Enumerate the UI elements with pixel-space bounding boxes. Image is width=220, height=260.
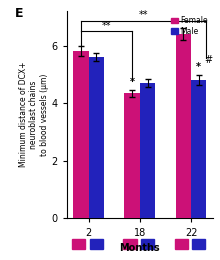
Bar xyxy=(175,239,188,249)
Bar xyxy=(191,80,206,218)
Bar xyxy=(176,34,191,218)
Bar xyxy=(72,239,85,249)
Bar xyxy=(89,57,104,218)
Bar xyxy=(90,239,103,249)
Text: **: ** xyxy=(102,21,111,30)
Text: E: E xyxy=(15,7,24,20)
Bar xyxy=(192,239,205,249)
Text: **: ** xyxy=(139,10,148,21)
Text: *: * xyxy=(130,77,135,87)
Bar xyxy=(123,239,136,249)
Y-axis label: Minimum distance of DCX+
neuroblast chains
to blood vessels (μm): Minimum distance of DCX+ neuroblast chai… xyxy=(19,62,49,167)
X-axis label: Months: Months xyxy=(119,243,160,253)
Bar xyxy=(140,83,155,218)
Bar xyxy=(141,239,154,249)
Text: *: * xyxy=(196,62,201,72)
Legend: Female, Male: Female, Male xyxy=(169,15,209,37)
Bar xyxy=(73,51,89,218)
Text: #: # xyxy=(204,55,212,65)
Bar xyxy=(125,93,140,218)
